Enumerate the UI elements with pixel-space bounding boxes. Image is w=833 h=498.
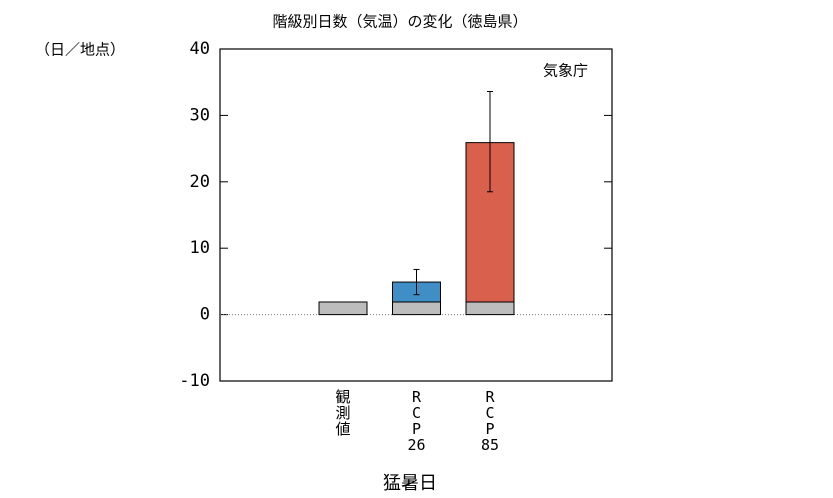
y-tick-label: 20	[190, 172, 210, 192]
bar-segment	[318, 301, 368, 316]
bar-segment	[465, 301, 515, 316]
bar-segment	[392, 301, 441, 316]
source-label: 気象庁	[543, 62, 588, 80]
chart-title: 階級別日数（気温）の変化（徳島県）	[272, 13, 527, 31]
y-tick-label: 40	[190, 39, 210, 59]
y-tick-label: -10	[179, 371, 210, 391]
x-axis-label: 猛暑日	[383, 473, 437, 494]
x-tick-label: 観測値	[335, 388, 350, 438]
y-tick-label: 30	[190, 105, 210, 125]
y-tick-label: 0	[200, 305, 210, 325]
plot-frame	[219, 48, 613, 382]
y-unit-label: （日／地点）	[35, 41, 125, 59]
x-tick-label: R C P 26	[407, 388, 425, 454]
x-tick-label: R C P 85	[481, 388, 499, 454]
y-tick-label: 10	[190, 238, 210, 258]
